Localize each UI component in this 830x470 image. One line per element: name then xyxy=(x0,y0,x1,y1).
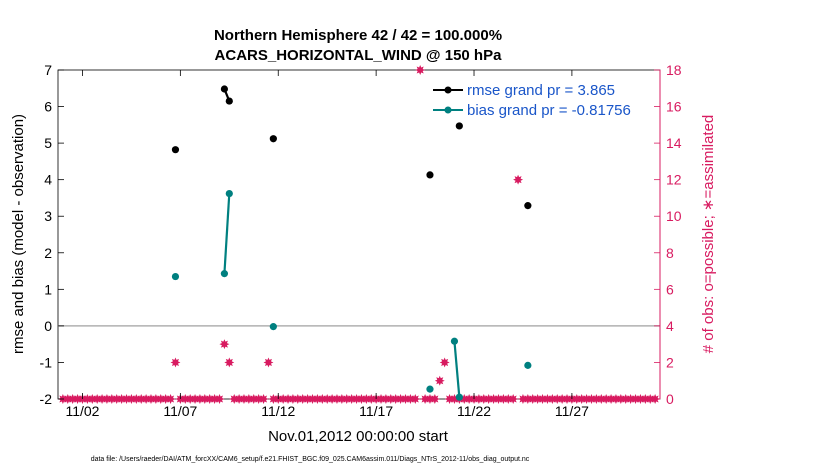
y-tick-label-right: 14 xyxy=(666,135,682,151)
y-tick-label-right: 16 xyxy=(666,99,682,115)
y-tick-label-left: 4 xyxy=(44,172,52,188)
plot-area xyxy=(57,69,661,400)
axes: 11/02 11/07 11/12 11/17 11/22 11/27-2-1012345… xyxy=(40,62,682,419)
rmse-point xyxy=(225,97,233,105)
legend-marker-rmse xyxy=(444,86,452,94)
y-tick-label-left: 7 xyxy=(44,62,52,78)
y-tick-label-right: 0 xyxy=(666,391,674,407)
obs-marker xyxy=(439,357,450,368)
bias-point xyxy=(524,361,532,369)
y-tick-label-left: -2 xyxy=(40,391,53,407)
y-tick-label-right: 12 xyxy=(666,172,682,188)
x-tick-label: 11/12 xyxy=(261,403,295,419)
obs-marker xyxy=(429,394,440,404)
y-tick-label-left: -1 xyxy=(40,354,53,370)
bias-point xyxy=(426,385,434,393)
bias-point xyxy=(171,272,180,281)
obs-marker xyxy=(258,394,269,404)
bias-point xyxy=(455,393,463,401)
obs-marker xyxy=(224,357,235,368)
legend-label-bias: bias grand pr = -0.81756 xyxy=(467,102,631,119)
y-tick-label-right: 4 xyxy=(666,318,674,334)
x-tick-label: 11/27 xyxy=(555,403,589,419)
obs-marker xyxy=(434,375,445,386)
bias-line-segment xyxy=(223,193,231,274)
rmse-point xyxy=(455,122,463,130)
y-tick-label-right: 10 xyxy=(666,208,682,224)
x-tick-label: 11/17 xyxy=(359,403,393,419)
rmse-point xyxy=(524,202,532,210)
x-tick-label: 11/02 xyxy=(65,403,99,419)
obs-marker xyxy=(219,339,230,350)
chart-subtitle: ACARS_HORIZONTAL_WIND @ 150 hPa xyxy=(215,47,503,64)
rmse-point xyxy=(426,171,434,179)
y-tick-label-left: 3 xyxy=(44,208,52,224)
rmse-point xyxy=(171,146,180,154)
obs-series xyxy=(57,65,661,404)
obs-marker xyxy=(513,174,524,185)
y-axis-left-label: rmse and bias (model - observation) xyxy=(10,114,27,354)
obs-marker xyxy=(263,357,274,368)
obs-marker xyxy=(415,65,426,75)
y-tick-label-left: 6 xyxy=(44,99,52,115)
obs-marker xyxy=(410,394,421,404)
y-tick-label-left: 1 xyxy=(44,281,52,297)
y-tick-label-right: 2 xyxy=(666,354,674,370)
data-file-footer: data file: /Users/raeder/DAI/ATM_forcXX/… xyxy=(91,456,530,463)
y-tick-label-left: 5 xyxy=(44,135,52,151)
obs-marker xyxy=(214,394,225,404)
obs-marker xyxy=(170,357,181,368)
bias-point xyxy=(269,323,277,331)
legend-label-rmse: rmse grand pr = 3.865 xyxy=(467,82,615,99)
legend-marker-bias xyxy=(444,106,452,114)
chart-title: Northern Hemisphere 42 / 42 = 100.000% xyxy=(214,27,502,44)
y-tick-label-left: 0 xyxy=(44,318,52,334)
bias-point xyxy=(220,270,229,278)
y-axis-right-label: # of obs: o=possible; ∗=assimilated xyxy=(700,115,717,354)
x-tick-label: 11/22 xyxy=(457,403,491,419)
x-tick-label: 11/07 xyxy=(163,403,197,419)
obs-marker xyxy=(165,394,176,404)
y-tick-label-right: 18 xyxy=(666,62,682,78)
bias-line-segment xyxy=(453,341,461,398)
legend: rmse grand pr = 3.865 bias grand pr = -0… xyxy=(433,82,631,119)
y-tick-label-left: 2 xyxy=(44,245,52,261)
bias-point xyxy=(450,337,459,345)
y-tick-label-right: 6 xyxy=(666,281,674,297)
obs-marker xyxy=(508,394,519,404)
rmse-point xyxy=(269,135,277,143)
y-tick-label-right: 8 xyxy=(666,245,674,261)
bias-point xyxy=(225,189,233,198)
x-axis-label: Nov.01,2012 00:00:00 start xyxy=(268,428,449,445)
rmse-point xyxy=(220,85,229,93)
line-series xyxy=(171,85,532,401)
